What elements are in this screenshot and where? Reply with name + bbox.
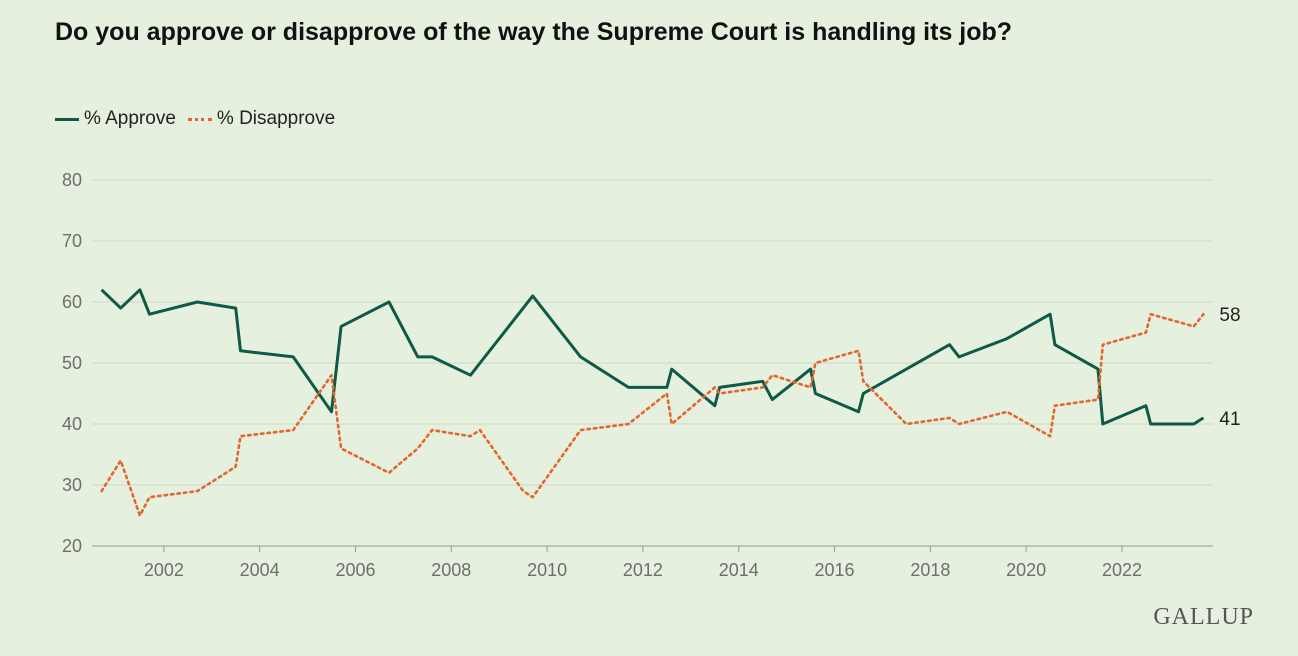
series-line-disapprove: [100, 312, 1205, 517]
end-label-approve: 41: [1219, 409, 1240, 430]
y-tick-label-70: 70: [62, 231, 82, 251]
chart-title: Do you approve or disapprove of the way …: [55, 18, 1013, 46]
legend-label-approve: % Approve: [84, 108, 176, 129]
legend: % Approve % Disapprove: [55, 108, 347, 130]
gallup-logo: GALLUP: [1153, 604, 1254, 630]
x-tick-label-2004: 2004: [240, 560, 280, 580]
y-tick-label-20: 20: [62, 536, 82, 556]
legend-item-disapprove: % Disapprove: [187, 108, 336, 130]
x-tick-label-2016: 2016: [815, 560, 855, 580]
legend-label-disapprove: % Disapprove: [216, 108, 336, 129]
x-tick-label-2002: 2002: [144, 560, 184, 580]
y-tick-label-40: 40: [62, 414, 82, 434]
legend-item-approve: % Approve: [55, 108, 176, 130]
y-tick-label-50: 50: [62, 353, 82, 373]
series-line-approve: [100, 288, 1205, 426]
x-tick-label-2012: 2012: [623, 560, 663, 580]
y-tick-label-80: 80: [62, 170, 82, 190]
x-tick-label-2020: 2020: [1006, 560, 1046, 580]
x-tick-label-2018: 2018: [910, 560, 950, 580]
legend-swatch-approve: [55, 117, 79, 121]
x-tick-label-2008: 2008: [431, 560, 471, 580]
y-tick-label-30: 30: [62, 475, 82, 495]
x-tick-label-2006: 2006: [335, 560, 375, 580]
x-tick-label-2014: 2014: [719, 560, 759, 580]
y-tick-label-60: 60: [62, 292, 82, 312]
x-tick-label-2010: 2010: [527, 560, 567, 580]
x-tick-label-2022: 2022: [1102, 560, 1142, 580]
legend-swatch-disapprove: [187, 117, 212, 121]
end-label-disapprove: 58: [1219, 305, 1240, 326]
